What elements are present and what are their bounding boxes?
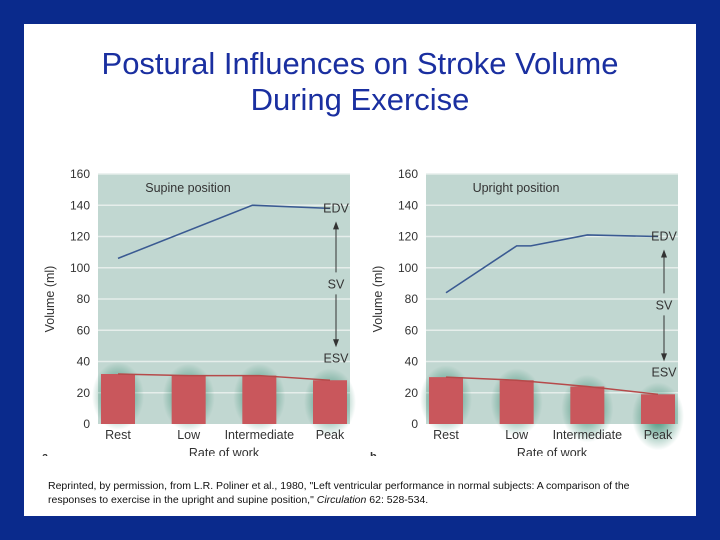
esv-bar: [101, 374, 135, 424]
edv-annotation: EDV: [323, 201, 349, 215]
y-tick-label: 0: [411, 417, 418, 431]
esv-bar: [499, 380, 534, 424]
y-tick-label: 40: [77, 355, 91, 369]
esv-bar: [313, 380, 347, 424]
credit-suffix: 62: 528-534.: [366, 494, 429, 506]
esv-bar: [171, 375, 206, 424]
credit-prefix: Reprinted, by permission, from L.R. Poli…: [48, 480, 630, 506]
esv-annotation: ESV: [651, 365, 677, 379]
credit-journal: Circulation: [316, 494, 367, 506]
edv-line: [445, 234, 659, 294]
y-axis-label: Volume (ml): [43, 266, 57, 333]
y-tick-label: 140: [70, 198, 90, 212]
y-tick-label: 100: [398, 261, 418, 275]
slide: Postural Influences on Stroke Volume Dur…: [24, 24, 696, 516]
supine-chart: 0 20 40 60 80 100 120 140 160 Supine position Volu…: [42, 167, 356, 456]
y-tick-label: 60: [405, 323, 419, 337]
sv-arrowhead-up: [661, 249, 667, 258]
sv-annotation: SV: [328, 277, 345, 291]
x-category-label: Low: [505, 428, 529, 442]
y-tick-label: 120: [70, 230, 90, 244]
esv-bar: [429, 377, 463, 424]
y-tick-label: 60: [77, 323, 91, 337]
slide-title: Postural Influences on Stroke Volume Dur…: [101, 46, 619, 117]
sv-arrowhead-down: [333, 339, 339, 348]
x-category-label: Peak: [316, 428, 345, 442]
y-tick-label: 20: [405, 386, 419, 400]
x-category-label: Intermediate: [553, 428, 623, 442]
esv-bar: [242, 375, 277, 424]
y-tick-label: 160: [70, 167, 90, 181]
y-tick-label: 160: [398, 167, 418, 181]
sv-arrowhead-up: [333, 221, 339, 230]
esv-bar: [641, 394, 675, 424]
y-axis-label: Volume (ml): [371, 266, 385, 333]
y-tick-label: 120: [398, 230, 418, 244]
y-tick-label: 80: [405, 292, 419, 306]
edv-annotation: EDV: [651, 230, 677, 244]
x-axis-label: Rate of work: [189, 446, 260, 456]
x-category-label: Low: [177, 428, 201, 442]
y-tick-label: 140: [398, 198, 418, 212]
citation-credit: Reprinted, by permission, from L.R. Poli…: [48, 479, 668, 507]
esv-line: [117, 373, 331, 381]
upright-chart: 0 20 40 60 80 100 120 140 160 Upright position Vol…: [370, 167, 684, 456]
chart-title: Supine position: [145, 181, 231, 195]
y-tick-label: 0: [83, 417, 90, 431]
esv-annotation: ESV: [323, 351, 349, 365]
edv-line: [117, 204, 331, 260]
panel-label: b: [370, 451, 377, 456]
esv-bar: [570, 386, 605, 424]
x-category-label: Peak: [644, 428, 673, 442]
sv-arrowhead-down: [661, 353, 667, 362]
y-tick-label: 20: [77, 386, 91, 400]
y-tick-label: 40: [405, 355, 419, 369]
esv-line: [445, 376, 659, 396]
panel-label: a: [42, 451, 49, 456]
chart-title: Upright position: [473, 181, 560, 195]
x-axis-label: Rate of work: [517, 446, 588, 456]
sv-annotation: SV: [656, 298, 673, 312]
x-category-label: Rest: [433, 428, 459, 442]
y-tick-label: 80: [77, 292, 91, 306]
x-category-label: Rest: [105, 428, 131, 442]
x-category-label: Intermediate: [225, 428, 295, 442]
y-tick-label: 100: [70, 261, 90, 275]
